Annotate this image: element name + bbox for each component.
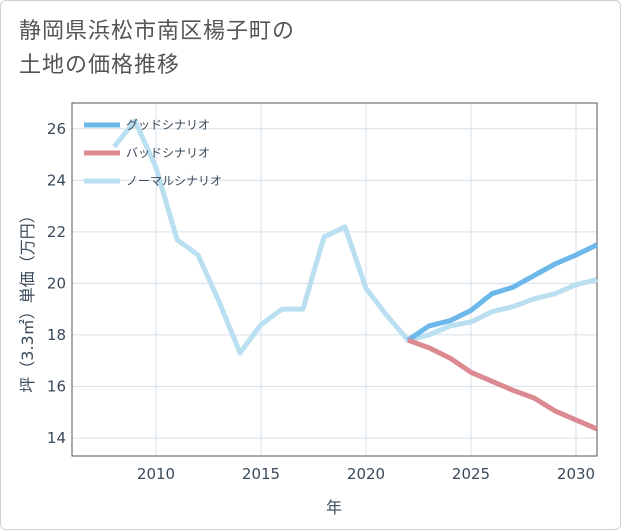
chart-title-line-1: 静岡県浜松市南区楊子町の	[19, 19, 296, 44]
y-tick-label: 22	[47, 223, 66, 241]
y-axis-ticks: 14 16 18 20 22 24 26	[47, 120, 66, 447]
x-tick-label: 2015	[242, 465, 280, 483]
series-line-2	[407, 337, 598, 432]
y-tick-label: 26	[47, 120, 66, 138]
y-tick-label: 20	[47, 274, 66, 292]
grid-lines	[72, 103, 597, 456]
series-lines	[112, 118, 599, 432]
x-axis-ticks: 2010 2015 2020 2025 2030	[137, 465, 595, 483]
y-tick-label: 24	[47, 171, 66, 189]
y-tick-label: 18	[47, 326, 66, 344]
y-axis-label: 坪（3.3㎡）単価（万円）	[18, 207, 37, 392]
y-tick-label: 14	[47, 429, 66, 447]
legend-label-3: ノーマルシナリオ	[126, 174, 222, 188]
legend-label-1: グッドシナリオ	[126, 118, 210, 132]
series-line-1	[406, 242, 599, 343]
chart-title-line-2: 土地の価格推移	[19, 53, 181, 78]
y-tick-label: 16	[47, 377, 66, 395]
x-tick-label: 2025	[452, 465, 490, 483]
x-tick-label: 2020	[347, 465, 385, 483]
series-line-3	[112, 118, 598, 356]
x-tick-label: 2010	[137, 465, 175, 483]
chart-title: 静岡県浜松市南区楊子町の 土地の価格推移	[19, 15, 599, 83]
x-axis-label: 年	[326, 498, 342, 517]
x-tick-label: 2030	[557, 465, 595, 483]
legend-label-2: バッドシナリオ	[126, 146, 210, 160]
